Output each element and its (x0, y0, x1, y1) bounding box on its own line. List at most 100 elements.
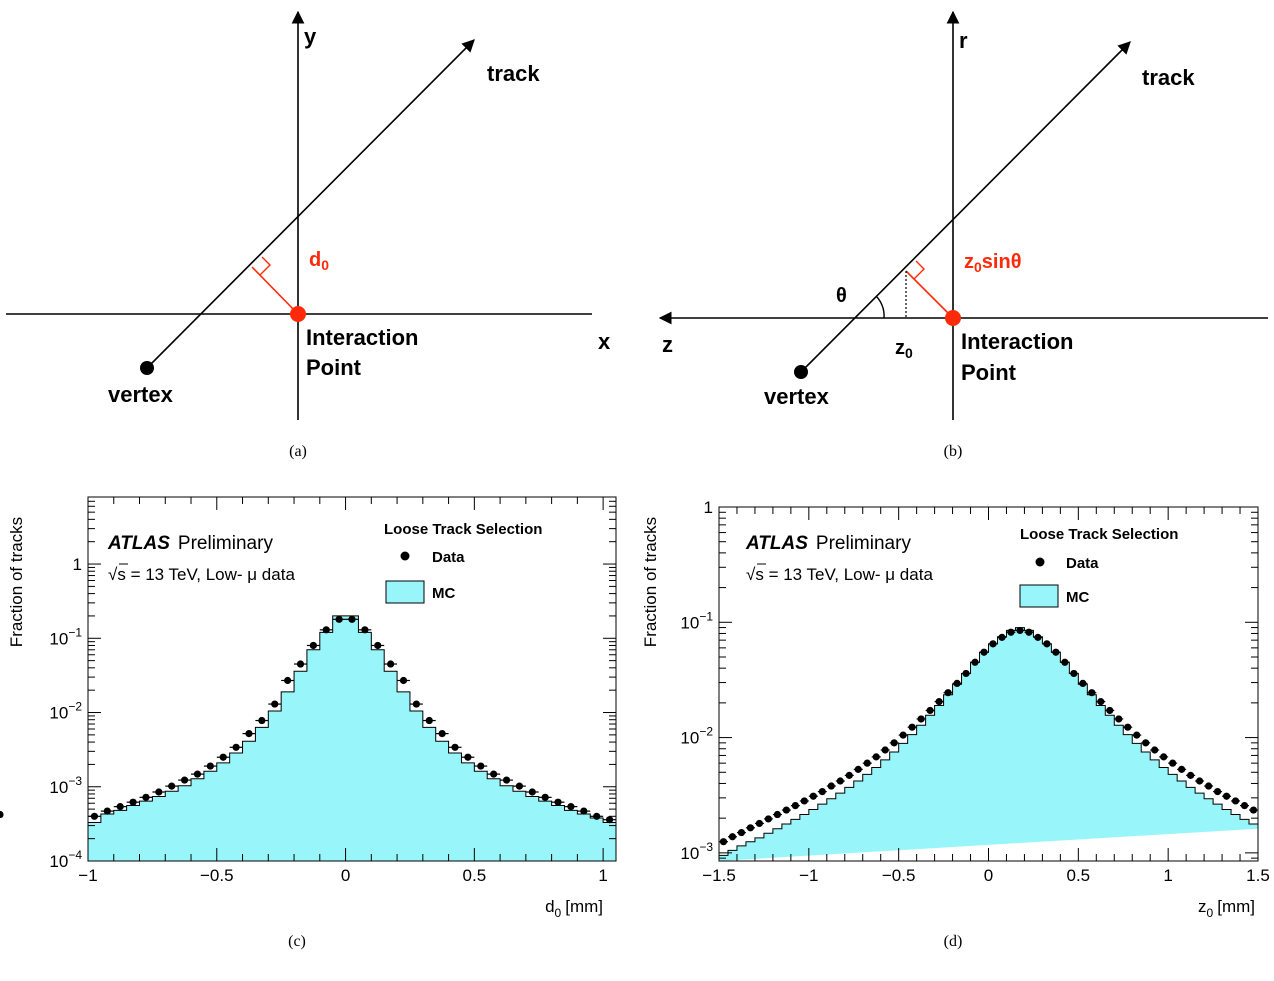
y-tick-label: 10−2 (49, 700, 82, 723)
data-point (800, 797, 808, 805)
y-tick-label: 10−1 (680, 609, 713, 632)
data-point (1222, 792, 1231, 800)
vertex-dot (140, 361, 154, 375)
z0-label: z0 (895, 337, 913, 361)
data-point (1025, 628, 1033, 636)
right-angle-mark (913, 260, 925, 280)
ip-label-line2: Point (306, 355, 362, 380)
data-point (193, 770, 202, 778)
data-point (322, 626, 330, 634)
x-axis-title: z0 [mm] (1198, 897, 1255, 920)
data-point (818, 787, 826, 796)
data-point (944, 689, 952, 697)
data-point (836, 777, 844, 785)
y-tick-label: 1 (73, 555, 82, 574)
x-tick-label: −1 (799, 866, 818, 885)
r-axis-label: r (959, 28, 968, 53)
data-point (502, 776, 511, 784)
track-label: track (487, 61, 540, 86)
data-point (348, 615, 356, 623)
y-axis-title: Fraction of tracks (7, 517, 26, 647)
data-point (1133, 731, 1141, 739)
data-point (764, 815, 773, 823)
y-tick-label: 10−4 (49, 848, 82, 871)
data-point (605, 816, 614, 824)
vertex-dot (794, 365, 808, 379)
data-point (425, 716, 433, 725)
data-point (1043, 640, 1051, 648)
x-tick-label: 0.5 (463, 866, 487, 885)
data-point (1115, 715, 1123, 723)
data-point (1169, 759, 1177, 767)
legend-data-label: Data (1066, 555, 1099, 572)
data-point (219, 753, 227, 761)
track-line (800, 41, 1131, 373)
x-tick-label: 1 (598, 866, 607, 885)
x-tick-label: −1.5 (702, 866, 736, 885)
data-point (845, 771, 853, 779)
z0sin-line (905, 270, 954, 319)
data-point (528, 788, 536, 796)
data-point (438, 730, 446, 738)
data-point (116, 803, 124, 811)
data-point (271, 700, 279, 708)
data-point (746, 824, 755, 832)
data-point (387, 660, 395, 668)
data-point (1052, 648, 1060, 656)
data-point (580, 807, 588, 815)
data-point (412, 700, 420, 708)
d0-label: d0 (309, 249, 329, 273)
data-point (232, 743, 240, 751)
d0-line (251, 266, 299, 315)
data-point (935, 698, 943, 706)
data-point (917, 715, 925, 723)
data-point (1178, 765, 1186, 773)
diagram-a: y x track vertex Interaction Point d0 (a… (6, 10, 611, 460)
mc-histogram (87, 615, 617, 862)
data-point (1151, 746, 1159, 754)
data-point (1240, 802, 1249, 810)
interaction-point-dot (290, 306, 306, 322)
data-point (399, 676, 408, 685)
data-point (477, 762, 485, 770)
y-axis-title: Fraction of tracks (641, 517, 660, 647)
legend-data-marker (1035, 557, 1045, 567)
data-point (755, 819, 764, 828)
y-tick-label: 10−2 (680, 725, 713, 748)
right-angle-mark (259, 256, 271, 276)
data-point (791, 802, 799, 810)
legend-title: Loose Track Selection (384, 521, 542, 538)
data-point (515, 782, 524, 790)
data-point (1106, 706, 1114, 715)
legend-data-label: Data (432, 549, 465, 566)
sqrt-s-label: √s = 13 TeV, Low- μ data (108, 565, 295, 584)
data-point (872, 753, 880, 761)
data-point (0, 810, 4, 819)
sqrt-s-label: √s = 13 TeV, Low- μ data (746, 565, 933, 584)
data-point (1213, 787, 1222, 796)
caption-a: (a) (289, 443, 307, 460)
data-point (309, 641, 317, 650)
data-point (1016, 626, 1024, 635)
data-point (258, 716, 266, 725)
legend-data-marker (400, 551, 410, 561)
x-tick-label: −1 (78, 866, 97, 885)
legend-title: Loose Track Selection (1020, 526, 1178, 543)
legend-mc-label: MC (432, 585, 455, 602)
ip-label-line1: Interaction (306, 325, 418, 350)
data-point (374, 641, 382, 650)
tick-labels: −1 −0.5 0 0.5 1 1 10−1 10−2 10−3 10−4 (49, 555, 607, 885)
data-point (361, 626, 369, 634)
data-point (335, 615, 343, 623)
x-tick-label: 0 (984, 866, 993, 885)
data-point (863, 759, 871, 767)
y-axis-label: y (304, 24, 317, 49)
data-point (899, 731, 907, 739)
data-point (980, 648, 988, 656)
data-point (890, 739, 898, 747)
track-label: track (1142, 65, 1195, 90)
caption-d: (d) (944, 933, 963, 950)
plot-frame (87, 496, 617, 862)
x-tick-label: 1 (1163, 866, 1172, 885)
